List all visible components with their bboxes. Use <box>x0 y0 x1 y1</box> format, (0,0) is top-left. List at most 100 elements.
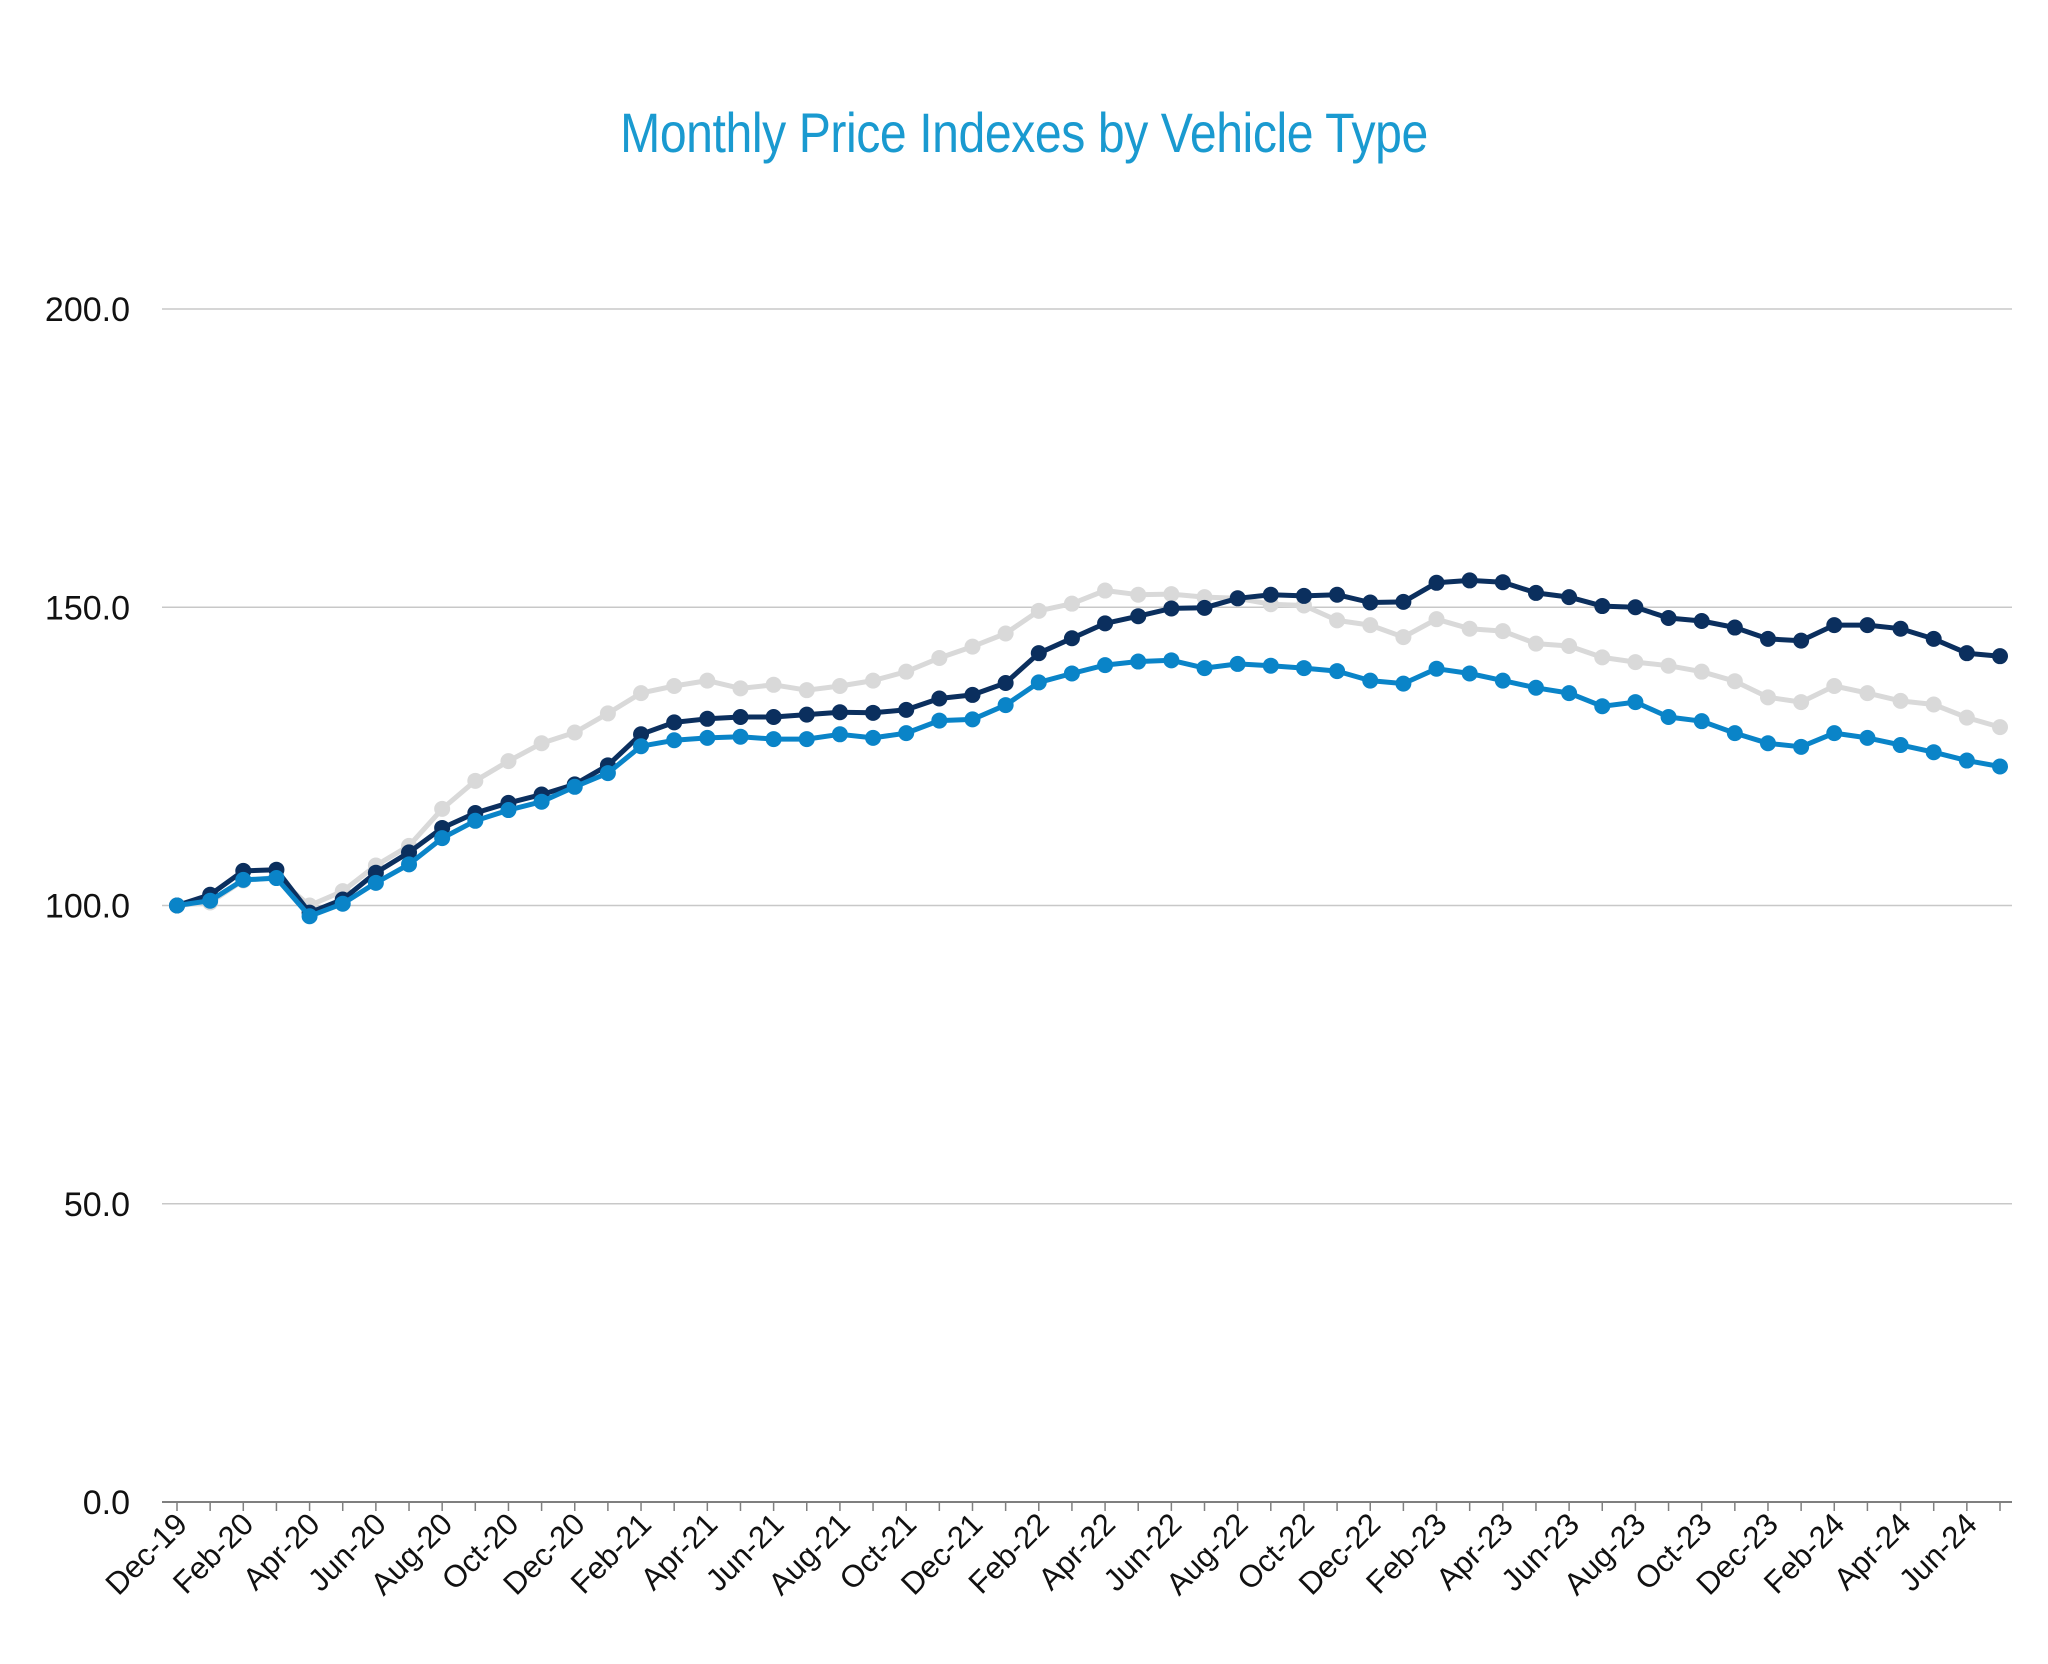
data-point <box>1395 593 1412 610</box>
data-point <box>566 778 583 795</box>
data-point <box>1726 673 1743 690</box>
data-point <box>1660 609 1677 626</box>
data-point <box>1163 652 1180 669</box>
data-point <box>1793 632 1810 649</box>
data-point <box>1892 692 1909 709</box>
data-point <box>1262 657 1279 674</box>
data-point <box>1859 729 1876 746</box>
data-point <box>964 638 981 655</box>
data-point <box>997 697 1014 714</box>
data-point <box>666 732 683 749</box>
data-point <box>798 706 815 723</box>
data-point <box>898 663 915 680</box>
data-point <box>1759 630 1776 647</box>
data-point <box>500 753 517 770</box>
data-point <box>1494 574 1511 591</box>
data-point <box>1826 725 1843 742</box>
data-point <box>1196 599 1213 616</box>
data-point <box>1561 638 1578 655</box>
data-point <box>401 856 418 873</box>
data-point <box>699 729 716 746</box>
data-point <box>633 738 650 755</box>
data-point <box>599 705 616 722</box>
data-point <box>1063 630 1080 647</box>
data-point <box>831 677 848 694</box>
series-2 <box>169 572 2008 921</box>
data-point <box>1527 584 1544 601</box>
data-point <box>898 725 915 742</box>
data-point <box>1527 679 1544 696</box>
y-tick-label: 100.0 <box>45 888 130 926</box>
data-point <box>1992 719 2008 736</box>
data-point <box>268 870 285 887</box>
data-point <box>1594 698 1611 715</box>
data-point <box>467 812 484 829</box>
data-point <box>1527 635 1544 652</box>
data-point <box>865 704 882 721</box>
data-point <box>765 731 782 748</box>
data-point <box>666 714 683 731</box>
data-point <box>1958 645 1975 662</box>
data-point <box>533 793 550 810</box>
data-point <box>1097 582 1114 599</box>
data-point <box>765 709 782 726</box>
data-point <box>1627 694 1644 711</box>
data-point <box>1892 620 1909 637</box>
data-point <box>1063 665 1080 682</box>
data-point <box>169 897 185 914</box>
data-point <box>401 844 418 861</box>
data-point <box>1726 619 1743 636</box>
data-point <box>1329 612 1346 629</box>
data-point <box>1627 654 1644 671</box>
data-point <box>334 895 351 912</box>
data-point <box>367 874 384 891</box>
data-point <box>235 871 252 888</box>
data-point <box>1660 657 1677 674</box>
data-point <box>964 711 981 728</box>
data-point <box>898 701 915 718</box>
data-point <box>1063 595 1080 612</box>
data-point <box>533 735 550 752</box>
data-point <box>1262 586 1279 603</box>
data-point <box>732 680 749 697</box>
data-point <box>1992 758 2008 775</box>
data-point <box>1130 586 1147 603</box>
series-line <box>174 657 2003 919</box>
y-tick-label: 0.0 <box>83 1484 130 1522</box>
data-point <box>831 726 848 743</box>
data-point <box>1428 660 1445 677</box>
series-line <box>174 588 2003 908</box>
data-point <box>1295 660 1312 677</box>
data-point <box>699 672 716 689</box>
data-point <box>1759 735 1776 752</box>
data-point <box>1594 598 1611 615</box>
data-point <box>1362 617 1379 634</box>
data-point <box>1428 611 1445 628</box>
data-point <box>301 908 318 925</box>
data-point <box>666 677 683 694</box>
data-point <box>1561 589 1578 606</box>
data-point <box>1428 574 1445 591</box>
data-point <box>1793 694 1810 711</box>
data-point <box>1229 590 1246 607</box>
data-point <box>732 709 749 726</box>
data-point <box>1693 713 1710 730</box>
data-point <box>1229 655 1246 672</box>
data-point <box>865 672 882 689</box>
data-point <box>1494 672 1511 689</box>
series-3 <box>169 652 2008 925</box>
data-point <box>1826 617 1843 634</box>
data-point <box>1329 663 1346 680</box>
data-point <box>1992 648 2008 665</box>
data-point <box>1030 602 1047 619</box>
series-group <box>169 572 2008 925</box>
data-point <box>798 682 815 699</box>
data-point <box>566 724 583 741</box>
data-point <box>1097 615 1114 632</box>
y-tick-label: 50.0 <box>64 1186 130 1224</box>
data-point <box>202 892 219 909</box>
chart-title: Monthly Price Indexes by Vehicle Type <box>620 101 1428 164</box>
data-point <box>732 728 749 745</box>
data-point <box>1030 645 1047 662</box>
series-1 <box>169 582 2008 914</box>
